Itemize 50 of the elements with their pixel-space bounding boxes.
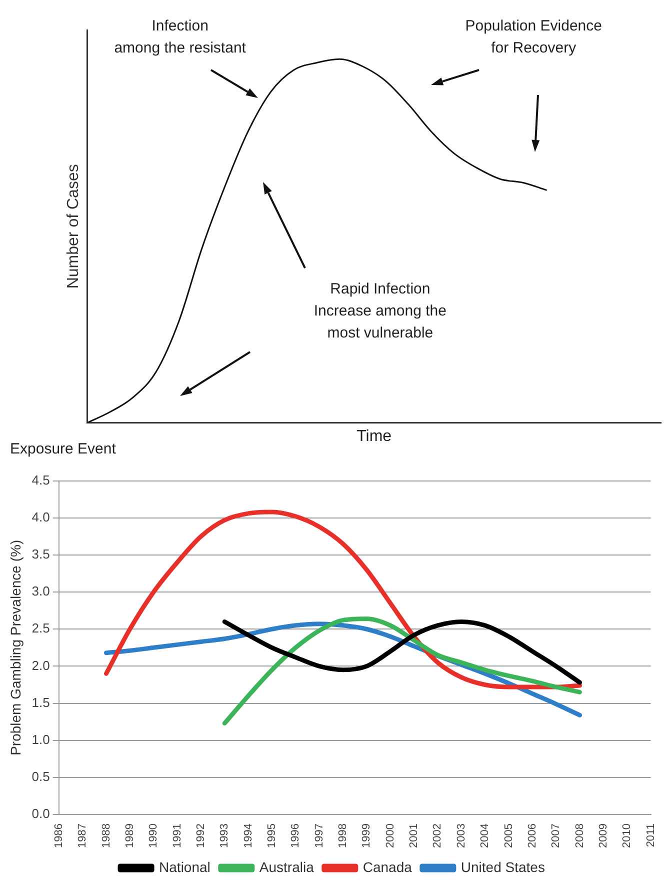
x-tick-label: 1993 <box>218 824 231 848</box>
x-tick-label: 1992 <box>194 824 207 848</box>
text: Exposure Event <box>10 440 117 458</box>
y-tick-label: 3.5 <box>32 546 50 562</box>
x-tick-label: 2007 <box>550 824 562 848</box>
y-tick-label: 0.0 <box>32 806 50 822</box>
x-tick-label: 1995 <box>266 824 278 848</box>
x-tick-label: 2000 <box>384 824 396 848</box>
x-tick-label: 2010 <box>621 824 634 848</box>
x-tick-label: 1989 <box>124 824 136 848</box>
y-tick-label: 1.0 <box>32 732 50 747</box>
text: Population Evidence for Recovery <box>465 17 602 56</box>
x-tick-label: 2008 <box>574 824 586 848</box>
x-tick-label: 2004 <box>479 824 492 848</box>
x-tick-label: 1991 <box>171 824 184 848</box>
x-tick-label: 2011 <box>644 824 657 848</box>
x-tick-label: 1997 <box>313 824 326 848</box>
legend-label: United States <box>460 858 545 875</box>
line-series <box>104 510 582 690</box>
x-tick-label: 2001 <box>408 824 420 848</box>
x-tick-label: 2005 <box>502 824 515 848</box>
x-tick-label: 1994 <box>242 824 254 848</box>
y-tick-label: 3.0 <box>32 584 50 599</box>
y-tick-label: 4.5 <box>32 472 50 488</box>
x-tick-label: 1988 <box>100 824 112 848</box>
legend-label: Canada <box>362 858 412 875</box>
x-tick-label: 2006 <box>526 824 538 848</box>
text: Infection among the resistant <box>114 17 247 56</box>
x-tick-label: 2009 <box>597 824 610 848</box>
annotation: Rapid Infection Increase among the most vulnerable <box>314 280 446 342</box>
y-axis-title: Number of Cases <box>65 164 82 289</box>
x-tick-label: 1987 <box>76 824 89 848</box>
x-tick-label: 1990 <box>148 824 160 848</box>
x-tick-label: 1986 <box>52 824 65 848</box>
x-tick-label: 1998 <box>337 824 350 848</box>
y-tick-label: 2.0 <box>32 658 50 673</box>
y-tick-label: 4.0 <box>32 509 50 524</box>
y-axis-title: Problem Gambling Prevalence (%) <box>7 540 24 756</box>
y-tick-label: 2.5 <box>32 620 50 636</box>
x-tick-label: 2003 <box>455 824 468 848</box>
y-tick-label: 1.5 <box>32 694 50 710</box>
line-series <box>222 616 582 726</box>
x-tick-label: 1996 <box>290 824 302 848</box>
legend-label: Australia <box>259 858 314 875</box>
y-tick-label: 0.5 <box>32 769 50 784</box>
x-tick-label: 1999 <box>360 824 373 848</box>
x-axis-title: Time <box>356 428 392 445</box>
x-tick-label: 2002 <box>432 824 444 848</box>
legend-label: National <box>159 858 210 875</box>
line-series <box>222 619 582 685</box>
